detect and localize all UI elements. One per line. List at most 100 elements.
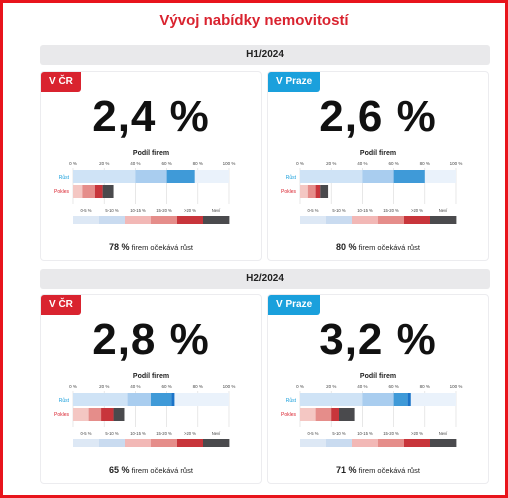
stacked-bar-chart: 0 % 20 % 40 % 60 % 80 % 100 % Růst Pokles 0-5 % 5…	[54, 162, 236, 224]
scale-label: 5-10 %	[105, 208, 119, 213]
headline-value: 2,6 %	[319, 92, 437, 141]
scale-label: >20 %	[411, 431, 423, 436]
subtitle: Podíl firem	[359, 150, 397, 157]
scale-label: 0-5 %	[81, 208, 92, 213]
axis-tick-label: 80 %	[193, 162, 203, 166]
stacked-bar-chart: 0 % 20 % 40 % 60 % 80 % 100 % Růst Pokles 0-5 % 5…	[54, 385, 236, 447]
axis-tick-label: 40 %	[357, 162, 367, 166]
scale-label: 10-15 %	[357, 208, 373, 213]
scale-swatch	[326, 216, 353, 224]
axis-tick-label: 40 %	[130, 385, 140, 389]
row-label-decline: Pokles	[281, 412, 297, 418]
bar-segment-decline	[113, 408, 125, 421]
headline-value: 2,8 %	[92, 315, 210, 364]
scale-swatch	[99, 439, 126, 447]
note-value: 71 %	[336, 465, 357, 475]
row-label-grow: Růst	[59, 174, 70, 181]
bar-segment-decline	[73, 185, 83, 198]
axis-tick-label: 80 %	[420, 162, 430, 166]
bar-segment-decline	[101, 408, 114, 421]
scale-label: 15-20 %	[383, 208, 399, 213]
note-text: firem očekává růst	[131, 466, 193, 475]
scale-label: 10-15 %	[130, 208, 146, 213]
bar-segment-decline	[300, 408, 316, 421]
axis-tick-label: 20 %	[99, 162, 109, 166]
scale-swatch	[99, 216, 126, 224]
axis-tick-label: 0 %	[296, 162, 304, 166]
scale-swatch	[300, 216, 327, 224]
row-label-decline: Pokles	[54, 412, 70, 418]
bar-segment-grow	[135, 170, 167, 183]
axis-tick-label: 20 %	[99, 385, 109, 389]
note-value: 65 %	[109, 465, 130, 475]
scale-swatch	[404, 439, 431, 447]
scale-label: 5-10 %	[105, 431, 119, 436]
note-text: firem očekává růst	[131, 243, 193, 252]
row-label-decline: Pokles	[281, 189, 297, 195]
scale-label: 15-20 %	[156, 208, 172, 213]
note-text: firem očekává růst	[358, 466, 420, 475]
scale-swatch	[151, 439, 178, 447]
bar-segment-grow	[300, 170, 363, 183]
scale-swatch	[352, 216, 379, 224]
stacked-bar-chart: 0 % 20 % 40 % 60 % 80 % 100 % Růst Pokles 0-5 % 5…	[281, 385, 463, 447]
axis-tick-label: 100 %	[450, 162, 463, 166]
axis-tick-label: 100 %	[450, 385, 463, 389]
card-h2-praha: V Praze 3,2 % Podíl firem 0 % 20 % 40 % 60 …	[267, 294, 489, 484]
row-label-grow: Růst	[286, 397, 297, 404]
bar-segment-decline	[73, 408, 89, 421]
scale-swatch	[430, 216, 457, 224]
scale-swatch	[326, 439, 353, 447]
scale-swatch	[378, 439, 405, 447]
scale-swatch	[125, 216, 152, 224]
axis-tick-label: 40 %	[130, 162, 140, 166]
scale-swatch	[177, 439, 204, 447]
growth-note: 78 % firem očekává růst	[41, 242, 261, 252]
row-label-decline: Pokles	[54, 189, 70, 195]
axis-tick-label: 20 %	[326, 162, 336, 166]
region-badge: V Praze	[268, 295, 321, 315]
bar-segment-decline	[88, 408, 102, 421]
note-value: 78 %	[109, 242, 130, 252]
axis-tick-label: 60 %	[161, 385, 171, 389]
bar-segment-decline	[331, 408, 339, 421]
scale-label: 5-10 %	[332, 431, 346, 436]
scale-swatch	[125, 439, 152, 447]
scale-swatch	[203, 439, 230, 447]
card-h1-cr: V ČR 2,4 % Podíl firem 0 % 20 % 40 % 60 % 80…	[40, 71, 262, 261]
axis-tick-label: 100 %	[223, 162, 236, 166]
scale-label: 15-20 %	[156, 431, 172, 436]
scale-swatch	[73, 439, 100, 447]
scale-swatch	[151, 216, 178, 224]
bar-segment-decline	[320, 185, 329, 198]
bar-segment-grow	[393, 170, 425, 183]
axis-tick-label: 20 %	[326, 385, 336, 389]
bar-segment-grow	[166, 170, 195, 183]
region-badge: V ČR	[41, 295, 81, 315]
scale-label: 0-5 %	[308, 431, 319, 436]
axis-tick-label: 0 %	[296, 385, 304, 389]
scale-swatch	[404, 216, 431, 224]
axis-tick-label: 100 %	[223, 385, 236, 389]
bar-segment-grow	[407, 393, 411, 406]
bar-segment-decline	[94, 185, 103, 198]
axis-tick-label: 60 %	[388, 162, 398, 166]
card-h2-cr: V ČR 2,8 % Podíl firem 0 % 20 % 40 % 60 % 80…	[40, 294, 262, 484]
scale-label: Neví	[439, 431, 448, 436]
scale-label: >20 %	[184, 208, 196, 213]
axis-tick-label: 40 %	[357, 385, 367, 389]
headline-value: 2,4 %	[92, 92, 210, 141]
bar-segment-decline	[82, 185, 95, 198]
bar-segment-grow	[171, 393, 175, 406]
bar-segment-grow	[362, 393, 394, 406]
axis-tick-label: 80 %	[420, 385, 430, 389]
scale-label: >20 %	[184, 431, 196, 436]
subtitle: Podíl firem	[132, 373, 170, 380]
region-badge: V ČR	[41, 72, 81, 92]
growth-note: 80 % firem očekává růst	[268, 242, 488, 252]
growth-note: 71 % firem očekává růst	[268, 465, 488, 475]
scale-label: 5-10 %	[332, 208, 346, 213]
period-header-h1: H1/2024	[40, 45, 490, 65]
axis-tick-label: 60 %	[388, 385, 398, 389]
bar-segment-decline	[315, 185, 321, 198]
